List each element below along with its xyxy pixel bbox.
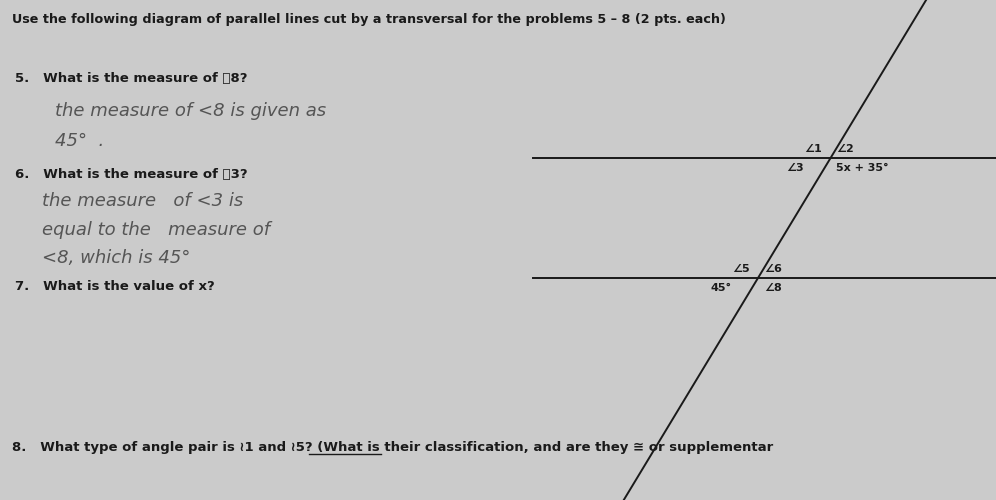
Text: 6.   What is the measure of ⎀3?: 6. What is the measure of ⎀3? bbox=[15, 168, 248, 180]
Text: ∠2: ∠2 bbox=[837, 144, 854, 154]
Text: ∠5: ∠5 bbox=[732, 264, 749, 274]
Text: the measure   of <3 is: the measure of <3 is bbox=[42, 192, 243, 210]
Text: ∠1: ∠1 bbox=[804, 144, 822, 154]
Text: 5.   What is the measure of ⎀8?: 5. What is the measure of ⎀8? bbox=[15, 72, 247, 86]
Text: equal to the   measure of: equal to the measure of bbox=[42, 221, 270, 239]
Text: 7.   What is the value of x?: 7. What is the value of x? bbox=[15, 280, 215, 293]
Text: 5x + 35°: 5x + 35° bbox=[837, 163, 888, 173]
Text: Use the following diagram of parallel lines cut by a transversal for the problem: Use the following diagram of parallel li… bbox=[12, 12, 726, 26]
Text: 45°  .: 45° . bbox=[55, 132, 104, 150]
Text: 45°: 45° bbox=[710, 283, 731, 293]
Text: ∠6: ∠6 bbox=[764, 264, 782, 274]
Text: 8.   What type of angle pair is ≀1 and ≀5? (What is their classification, and ar: 8. What type of angle pair is ≀1 and ≀5?… bbox=[12, 441, 773, 454]
Text: ∠8: ∠8 bbox=[764, 283, 782, 293]
Text: the measure of <8 is given as: the measure of <8 is given as bbox=[55, 102, 326, 120]
Text: ∠3: ∠3 bbox=[787, 163, 804, 173]
Text: <8, which is 45°: <8, which is 45° bbox=[42, 249, 190, 267]
